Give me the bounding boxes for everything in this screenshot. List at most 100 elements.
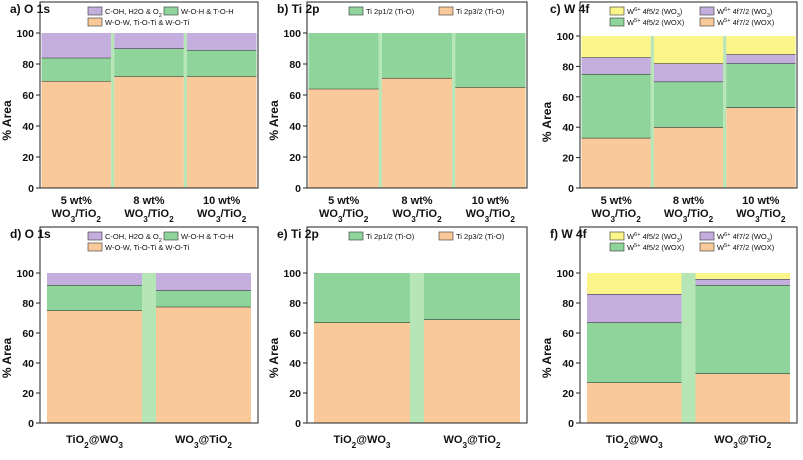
y-tick-label: 100 — [283, 28, 301, 40]
bar-segment — [581, 74, 651, 138]
y-tick-label: 0 — [295, 418, 301, 430]
bar-segment — [314, 322, 410, 423]
legend-swatch — [609, 242, 625, 252]
y-tick-label: 60 — [562, 92, 574, 104]
bar-segment — [587, 294, 682, 323]
y-tick-label: 80 — [289, 59, 301, 71]
legend-label: W6+ 4f5/2 (WO3) — [627, 232, 683, 244]
legend-swatch — [87, 231, 103, 241]
legend-swatch — [609, 17, 625, 27]
chart-title: a) O 1s — [10, 2, 50, 16]
bar-segment — [114, 76, 184, 188]
bar-segment — [581, 36, 651, 58]
legend-swatch — [699, 231, 715, 241]
x-tick-label: 8 wt% — [673, 195, 704, 207]
bar-segment — [156, 306, 251, 423]
y-tick-label: 40 — [289, 121, 301, 133]
x-tick-label: 10 wt% — [742, 195, 780, 207]
legend-label: W5+ 4f5/2 (WOX) — [627, 18, 685, 27]
x-tick-label: 5 wt% — [61, 195, 92, 207]
plot-frame — [579, 226, 798, 424]
bar-segment — [455, 33, 526, 88]
x-tick-label: 8 wt% — [133, 195, 164, 207]
chart-title: b) Ti 2p — [277, 2, 319, 16]
y-tick-label: 40 — [289, 358, 301, 370]
legend-swatch — [348, 6, 364, 16]
bar-segment — [587, 382, 682, 423]
y-tick-label: 100 — [556, 31, 574, 43]
legend-label: W6+ 4f7/2 (WO3) — [717, 7, 773, 19]
bar-segment — [186, 33, 257, 51]
y-tick-label: 20 — [289, 388, 301, 400]
x-tick-label: WO3/TiO2 — [319, 208, 369, 224]
bar-segment — [587, 273, 682, 294]
bar-segment — [41, 57, 112, 82]
bar-segment — [41, 33, 112, 58]
x-tick-label: TiO2@WO3 — [66, 434, 123, 450]
x-tick-label: WO3@TiO2 — [175, 434, 232, 450]
bar-segment — [156, 273, 251, 291]
bar-segment — [47, 310, 142, 423]
y-tick-label: 60 — [289, 328, 301, 340]
bar-segment — [156, 290, 251, 307]
legend-label: Ti 2p3/2 (Ti-O) — [456, 7, 505, 16]
bar-segment — [695, 279, 790, 285]
bar-segment — [726, 63, 796, 108]
bar-segment — [114, 33, 184, 49]
y-axis-label: % Area — [0, 338, 14, 379]
bar-segment — [726, 54, 796, 64]
bar-segment — [424, 273, 520, 320]
y-tick-label: 60 — [562, 328, 574, 340]
y-axis-label: % Area — [267, 338, 281, 379]
legend-label: W6+ 4f7/2 (WO3) — [717, 232, 773, 244]
legend-label: W5+ 4f7/2 (WOX) — [717, 18, 775, 27]
legend-label: C-OH, H2O & O2 — [105, 232, 162, 244]
y-tick-label: 0 — [568, 183, 574, 195]
plot-frame — [579, 1, 798, 189]
x-tick-label: WO3/TiO2 — [197, 208, 247, 224]
chart-panel-e: 0 20 40 60 80 100 % Area TiO2@WO3 WO3@TiO2 e) Ti … — [267, 226, 528, 450]
legend-swatch — [87, 17, 103, 27]
y-axis-label: % Area — [540, 102, 554, 143]
x-tick-label: WO3/TiO2 — [392, 208, 442, 224]
legend-label: W5+ 4f5/2 (WOX) — [627, 243, 685, 252]
legend-label: W-O-W, Ti-O-Ti & W-O-Ti — [105, 18, 189, 27]
y-tick-label: 100 — [16, 28, 34, 40]
bar-segment — [581, 137, 651, 188]
y-tick-label: 20 — [562, 153, 574, 165]
chart-title: d) O 1s — [10, 227, 51, 241]
legend-label: W6+ 4f5/2 (WO3) — [627, 7, 683, 19]
bar-segment — [308, 88, 379, 188]
x-tick-label: WO3/TiO2 — [664, 208, 714, 224]
y-tick-label: 80 — [22, 298, 34, 310]
y-axis-label: % Area — [267, 100, 281, 141]
x-tick-label: WO3/TiO2 — [124, 208, 174, 224]
bar-segment — [308, 33, 379, 89]
y-tick-label: 20 — [289, 152, 301, 164]
bar-segment — [424, 319, 520, 423]
legend-swatch — [348, 231, 364, 241]
bar-segment — [587, 322, 682, 383]
bar-segment — [47, 273, 142, 285]
y-tick-label: 100 — [16, 268, 34, 280]
legend-label: W-O-H & T-O-H — [181, 7, 234, 16]
bar-segment — [726, 107, 796, 188]
y-axis-label: % Area — [540, 338, 554, 379]
legend-swatch — [438, 231, 454, 241]
bar-segment — [695, 273, 790, 279]
y-tick-label: 20 — [22, 152, 34, 164]
bar-segment — [726, 36, 796, 55]
x-tick-label: 5 wt% — [328, 195, 359, 207]
y-tick-label: 60 — [289, 90, 301, 102]
y-tick-label: 40 — [22, 121, 34, 133]
y-tick-label: 100 — [556, 268, 574, 280]
chart-title: c) W 4f — [550, 2, 590, 16]
bar-segment — [695, 373, 790, 423]
y-tick-label: 80 — [562, 298, 574, 310]
legend-swatch — [699, 6, 715, 16]
legend-label: Ti 2p3/2 (Ti-O) — [456, 232, 505, 241]
bar-segment — [41, 81, 112, 188]
